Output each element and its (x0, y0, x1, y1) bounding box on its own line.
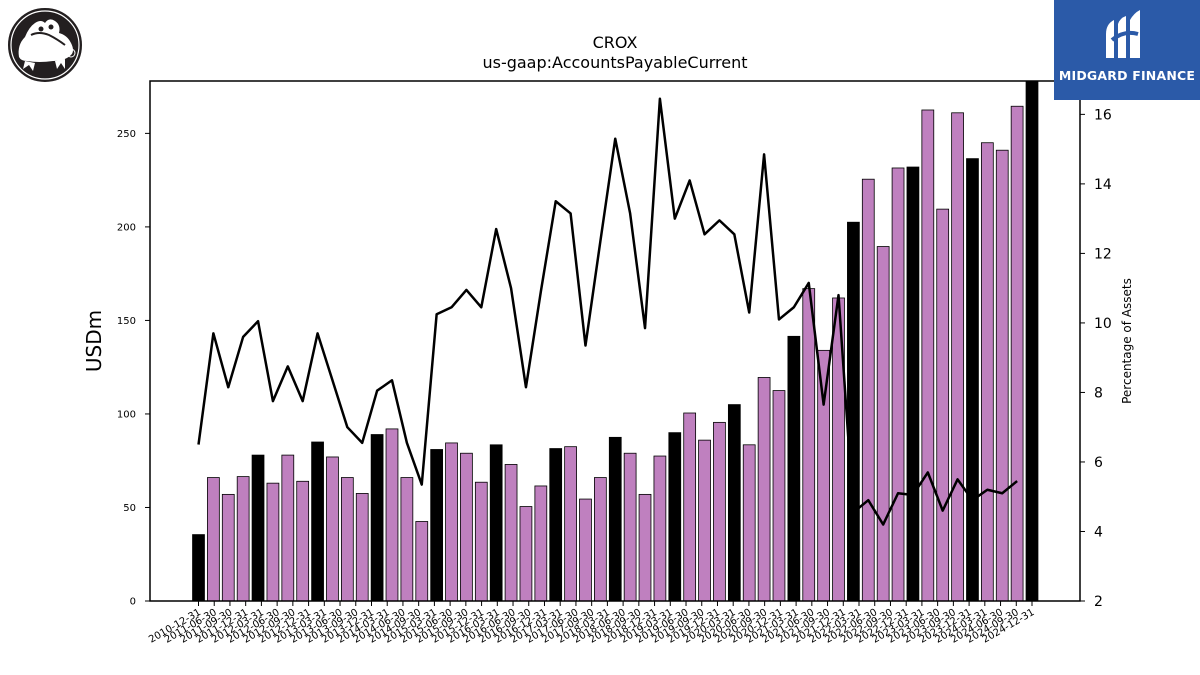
bar (430, 449, 444, 602)
y2-tick-label: 6 (1094, 455, 1103, 471)
brand-badge: MIDGARD FINANCE (1054, 0, 1200, 100)
bar (653, 455, 667, 602)
y2-tick-label: 10 (1094, 316, 1112, 332)
bar (340, 477, 354, 602)
y-axis-label: USDm (82, 310, 106, 372)
bar (742, 444, 756, 602)
bar (936, 208, 950, 602)
y-tick-label: 150 (117, 316, 136, 327)
bar (668, 432, 682, 602)
bar (519, 506, 533, 602)
bar (951, 112, 964, 602)
percentage-line (197, 97, 1018, 526)
bar (861, 178, 875, 602)
bar (221, 493, 235, 602)
bar (980, 142, 994, 602)
bar (296, 480, 310, 602)
bar (772, 390, 786, 602)
bar (876, 246, 890, 602)
bar (757, 377, 771, 602)
bar (1010, 105, 1024, 602)
bar (623, 452, 637, 602)
bar (579, 498, 592, 602)
bar (385, 428, 399, 602)
bar (504, 464, 518, 602)
chart-title: CROX (593, 33, 638, 52)
chart-subtitle: us-gaap:AccountsPayableCurrent (482, 53, 747, 72)
y-tick-label: 250 (117, 129, 136, 140)
plot-frame (149, 80, 1081, 602)
bar (549, 448, 563, 602)
brand-logo-icon (1106, 10, 1140, 58)
bar (207, 477, 220, 602)
bar (727, 404, 741, 602)
bar (847, 221, 860, 602)
y-tick-label: 200 (117, 222, 136, 233)
bar (266, 482, 280, 602)
bar (1025, 80, 1039, 602)
y2-axis-label: Percentage of Assets (1120, 278, 1134, 404)
bar (460, 452, 473, 602)
bar (355, 493, 369, 602)
bar-series (192, 80, 1039, 602)
bar (683, 412, 697, 602)
bar (713, 421, 726, 602)
bar (489, 444, 503, 602)
bar (236, 476, 250, 602)
brand-name: MIDGARD FINANCE (1058, 68, 1196, 83)
bar (906, 166, 920, 602)
bar (281, 454, 295, 602)
crocodile-icon (6, 6, 84, 84)
x-axis: 2010-12-312011-06-302011-09-302011-12-31… (147, 601, 1037, 646)
bar (638, 493, 652, 602)
bar (534, 485, 548, 602)
y2-tick-label: 16 (1094, 107, 1112, 123)
bar (326, 456, 339, 602)
bar (415, 521, 429, 602)
y-axis-right: 2 4 6 8 10 12 14 16 (1080, 107, 1112, 610)
bar (608, 436, 622, 602)
y2-tick-label: 2 (1094, 594, 1103, 610)
y-axis-left: 0 50 100 150 200 250 (117, 129, 150, 608)
y2-tick-label: 12 (1094, 246, 1112, 262)
bar (921, 109, 935, 602)
bar (370, 434, 384, 602)
bar (400, 477, 414, 602)
crocodile-logo (5, 5, 85, 85)
bar (995, 149, 1009, 602)
y-tick-label: 50 (123, 503, 136, 514)
bar (445, 442, 458, 602)
y-tick-label: 100 (117, 409, 136, 420)
bar (817, 349, 830, 602)
bar (891, 167, 905, 602)
bar (311, 441, 324, 602)
bar (802, 288, 816, 602)
bar (594, 477, 607, 602)
bar (251, 454, 265, 602)
y2-tick-label: 8 (1094, 385, 1103, 401)
y-tick-label: 0 (130, 597, 136, 608)
bar (564, 446, 577, 602)
y2-tick-label: 4 (1094, 524, 1103, 540)
bar (192, 534, 205, 602)
line-series (197, 97, 1018, 526)
bar (787, 335, 801, 602)
y2-tick-label: 14 (1094, 177, 1112, 193)
bar (474, 481, 488, 602)
bar (698, 439, 711, 602)
bar (966, 158, 979, 602)
